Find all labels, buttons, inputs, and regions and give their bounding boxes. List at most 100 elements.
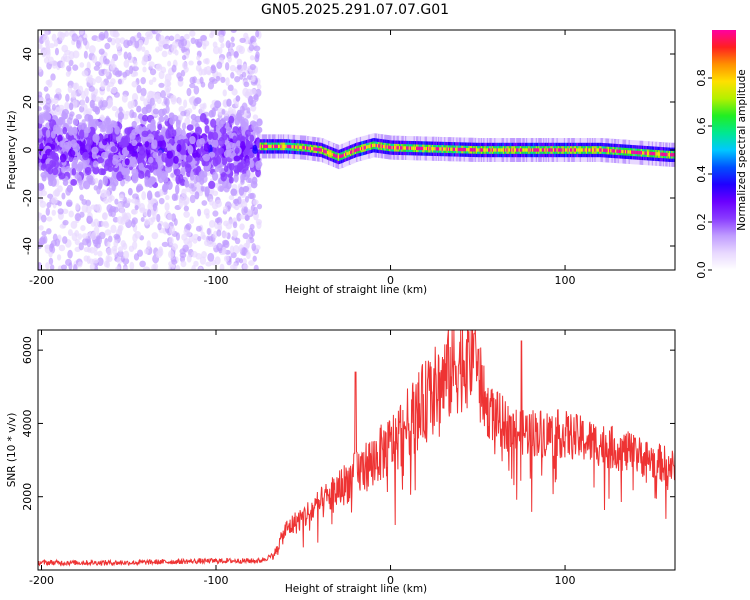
noise-cell	[122, 266, 129, 270]
noise-cell	[151, 139, 158, 149]
noise-cell	[161, 50, 168, 58]
noise-cell	[139, 260, 146, 268]
noise-cell	[40, 235, 46, 245]
signal-core	[477, 148, 480, 152]
signal-core	[623, 149, 626, 154]
signal-core	[655, 152, 658, 156]
noise-cell	[81, 70, 89, 77]
noise-cell	[93, 249, 98, 256]
signal-core	[639, 151, 642, 155]
noise-cell	[152, 202, 157, 212]
noise-cell	[218, 34, 225, 44]
signal-core	[524, 148, 527, 152]
noise-cell	[66, 65, 72, 72]
noise-cell	[241, 247, 248, 257]
noise-cell	[220, 42, 225, 49]
noise-cell	[115, 43, 122, 50]
noise-cell	[144, 248, 149, 255]
noise-cell	[184, 117, 191, 126]
signal-core	[501, 148, 504, 152]
colorbar-tick-label: 0.6	[695, 117, 708, 135]
noise-cell	[117, 70, 123, 77]
noise-cell	[168, 236, 174, 246]
signal-core	[325, 150, 328, 154]
noise-cell	[118, 194, 125, 201]
noise-cell	[171, 129, 177, 137]
noise-cell	[88, 45, 96, 54]
noise-cell	[161, 241, 169, 248]
noise-cell	[49, 150, 56, 160]
signal-core	[391, 145, 394, 150]
noise-cell	[127, 52, 132, 61]
noise-cell	[67, 149, 76, 157]
signal-core	[296, 145, 299, 149]
noise-cell	[173, 218, 178, 226]
signal-core	[551, 148, 554, 152]
signal-core	[589, 148, 592, 152]
signal-core	[497, 148, 501, 152]
noise-cell	[109, 30, 117, 37]
noise-cell	[81, 233, 89, 239]
signal-core	[479, 148, 482, 152]
noise-cell	[249, 223, 255, 230]
signal-core	[522, 148, 525, 152]
noise-cell	[78, 242, 84, 251]
signal-core	[395, 146, 398, 150]
signal-core	[488, 148, 491, 152]
signal-core	[275, 144, 278, 149]
y-tick-label: 4000	[21, 409, 34, 437]
noise-cell	[67, 140, 72, 150]
noise-cell	[62, 126, 68, 135]
noise-cell	[124, 158, 130, 166]
noise-cell	[181, 129, 186, 139]
noise-cell	[97, 250, 103, 257]
signal-core	[469, 148, 472, 152]
noise-cell	[43, 86, 49, 92]
noise-cell	[216, 61, 223, 69]
signal-core	[295, 145, 298, 149]
signal-core	[502, 148, 505, 152]
signal-core	[266, 144, 270, 149]
signal-core	[503, 148, 507, 152]
noise-cell	[138, 146, 145, 154]
signal-core	[485, 148, 488, 152]
noise-cell	[53, 124, 58, 135]
signal-core	[480, 148, 483, 152]
noise-cell	[51, 196, 58, 205]
signal-core	[332, 153, 336, 157]
noise-cell	[70, 220, 78, 229]
noise-cell	[49, 159, 56, 167]
signal-core	[319, 148, 322, 152]
x-tick-label: 0	[387, 574, 394, 587]
signal-core	[644, 151, 647, 155]
signal-core	[385, 145, 388, 149]
y-tick-label: -40	[21, 237, 34, 255]
noise-cell	[123, 39, 130, 49]
noise-cell	[249, 63, 256, 71]
noise-cell	[253, 93, 259, 102]
y-tick-label: 40	[21, 47, 34, 61]
signal-core	[448, 147, 452, 151]
signal-core	[285, 144, 288, 149]
noise-cell	[186, 254, 192, 263]
noise-cell	[88, 118, 96, 127]
signal-core	[439, 147, 442, 151]
signal-core	[457, 147, 460, 152]
signal-core	[607, 148, 611, 153]
noise-cell	[185, 223, 192, 231]
noise-cell	[214, 256, 221, 265]
noise-cell	[72, 118, 79, 126]
noise-cell	[212, 138, 219, 148]
colorbar: 0.0 0.2 0.4 0.6 0.8 Normalized spectral ampl…	[695, 30, 748, 279]
noise-cell	[107, 235, 113, 243]
signal-core	[280, 144, 283, 149]
signal-core	[628, 150, 631, 154]
noise-cell	[49, 243, 54, 253]
noise-cell	[75, 113, 82, 120]
noise-cell	[210, 118, 217, 128]
signal-core	[308, 146, 311, 150]
signal-core	[370, 144, 374, 148]
noise-cell	[114, 37, 121, 44]
signal-core	[302, 145, 305, 150]
noise-cell	[93, 218, 100, 227]
